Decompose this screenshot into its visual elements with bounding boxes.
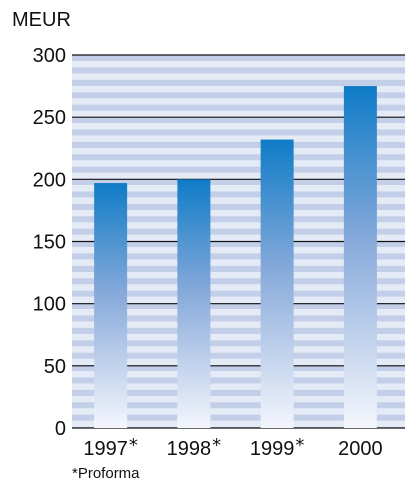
background-band [72, 185, 405, 192]
x-tick-label: 1999* [250, 435, 305, 460]
background-band [72, 79, 405, 86]
background-band [72, 278, 405, 285]
background-band [72, 365, 405, 372]
background-band [72, 191, 405, 198]
background-band [72, 358, 405, 365]
background-band [72, 241, 405, 248]
background-band [72, 61, 405, 68]
background-band [72, 55, 405, 62]
bar-2000 [343, 86, 377, 428]
background-band [72, 247, 405, 254]
background-band [72, 172, 405, 179]
background-band [72, 309, 405, 316]
y-tick-label: 0 [55, 418, 66, 440]
y-tick-labels: 0 50 100 150 200 250 300 [33, 45, 66, 440]
background-band [72, 303, 405, 310]
background-band [72, 420, 405, 427]
background-band [72, 203, 405, 210]
background-band [72, 86, 405, 93]
x-tick-label: 2000 [338, 438, 383, 460]
background-band [72, 253, 405, 260]
background-band [72, 210, 405, 217]
y-tick-label: 200 [33, 169, 66, 191]
background-band [72, 197, 405, 204]
background-band [72, 272, 405, 279]
background-band [72, 371, 405, 378]
background-band [72, 98, 405, 105]
background-band [72, 377, 405, 384]
background-band [72, 346, 405, 353]
bar-1997 [94, 183, 128, 428]
background-band [72, 315, 405, 322]
background-band [72, 327, 405, 334]
background-band [72, 129, 405, 136]
y-axis-title: MEUR [12, 9, 71, 31]
background-band [72, 160, 405, 167]
y-tick-label: 50 [44, 356, 66, 378]
background-band [72, 414, 405, 421]
background-band [72, 104, 405, 111]
background-band [72, 340, 405, 347]
background-band [72, 265, 405, 272]
background-band [72, 135, 405, 142]
background-band [72, 179, 405, 186]
background-bands [72, 55, 405, 428]
background-band [72, 389, 405, 396]
background-band [72, 296, 405, 303]
y-tick-label: 100 [33, 294, 66, 316]
background-band [72, 396, 405, 403]
bar-1998 [177, 179, 211, 428]
background-band [72, 73, 405, 80]
background-band [72, 334, 405, 341]
y-tick-label: 150 [33, 232, 66, 254]
x-tick-label: 1997* [83, 435, 138, 460]
background-band [72, 123, 405, 130]
background-band [72, 408, 405, 415]
background-band [72, 228, 405, 235]
background-band [72, 383, 405, 390]
footnote: *Proforma [72, 465, 140, 482]
background-band [72, 290, 405, 297]
background-band [72, 92, 405, 99]
background-band [72, 110, 405, 117]
x-tick-label: 1998* [167, 435, 222, 460]
background-band [72, 234, 405, 241]
y-tick-label: 300 [33, 45, 66, 67]
x-tick-labels: 1997* 1998* 1999* 2000 [83, 435, 382, 460]
y-tick-label: 250 [33, 107, 66, 129]
background-band [72, 148, 405, 155]
background-band [72, 166, 405, 173]
background-band [72, 154, 405, 161]
bars [94, 86, 377, 429]
background-band [72, 284, 405, 291]
background-band [72, 222, 405, 229]
background-band [72, 216, 405, 223]
background-band [72, 402, 405, 409]
background-band [72, 321, 405, 328]
background-band [72, 352, 405, 359]
background-band [72, 141, 405, 148]
background-band [72, 67, 405, 74]
bar-1999 [260, 139, 294, 429]
background-band [72, 259, 405, 266]
background-band [72, 117, 405, 124]
